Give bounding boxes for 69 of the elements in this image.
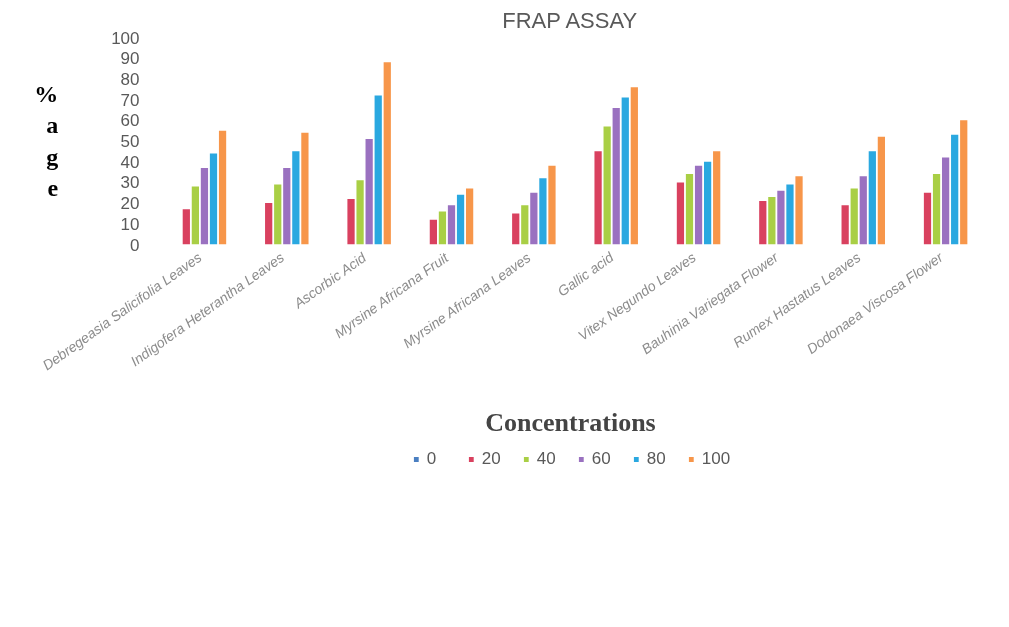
bar <box>512 213 520 245</box>
bar <box>292 151 300 245</box>
bar <box>621 97 629 245</box>
bar <box>283 167 291 245</box>
bar <box>447 205 456 245</box>
bar <box>456 194 465 245</box>
bar <box>465 188 474 245</box>
bar <box>951 134 959 245</box>
x-axis-title: Concentrations <box>485 407 656 437</box>
bar <box>539 178 547 245</box>
y-tick-label: 0 <box>130 235 140 255</box>
y-tick-label: 80 <box>120 69 140 89</box>
bar <box>960 120 968 245</box>
y-tick-label: 50 <box>120 132 140 151</box>
bar <box>301 132 309 245</box>
bar <box>676 182 685 245</box>
y-axis-title: %age <box>34 81 59 201</box>
y-tick-label: 70 <box>120 90 140 110</box>
bar <box>841 205 849 245</box>
bar <box>218 130 227 245</box>
legend-label: 20 <box>481 449 502 469</box>
bar <box>868 151 876 245</box>
y-tick-label: 90 <box>120 49 140 69</box>
bar <box>274 184 282 245</box>
bar <box>703 161 712 245</box>
bar <box>594 151 602 245</box>
bar <box>713 151 721 245</box>
bar <box>759 201 767 245</box>
bar <box>630 87 638 245</box>
y-tick-label: 40 <box>120 152 140 172</box>
y-tick-label: 30 <box>120 173 140 193</box>
bar <box>191 186 200 245</box>
y-tick-label: 100 <box>111 28 140 48</box>
bar <box>795 176 803 245</box>
bar <box>603 126 611 245</box>
bar <box>877 136 886 245</box>
bar <box>932 174 941 245</box>
y-tick-label: 10 <box>120 214 140 234</box>
bar <box>694 165 703 245</box>
legend-label: 60 <box>591 449 612 469</box>
bar <box>265 203 273 245</box>
bar <box>365 138 373 245</box>
bar <box>383 62 391 245</box>
bar <box>347 198 355 245</box>
legend-label: 40 <box>536 449 557 469</box>
bar <box>941 157 950 245</box>
bar <box>786 184 794 245</box>
bar <box>530 192 538 245</box>
bar <box>429 219 438 245</box>
legend-label: 100 <box>701 449 731 469</box>
legend-label: 80 <box>646 449 667 469</box>
bar <box>356 180 364 245</box>
bar <box>612 107 620 245</box>
bar <box>182 209 190 245</box>
bar <box>685 174 694 245</box>
bar <box>777 190 785 245</box>
bar <box>438 211 447 245</box>
bar <box>200 167 209 245</box>
bar <box>209 153 218 245</box>
bar <box>850 188 858 245</box>
y-tick-label: 60 <box>120 111 140 131</box>
legend-label: 0 <box>426 449 438 469</box>
chart-title: FRAP ASSAY <box>502 7 638 33</box>
bar <box>548 165 556 245</box>
bar <box>374 95 382 245</box>
bar <box>521 205 529 245</box>
bar <box>859 176 867 245</box>
y-tick-label: 20 <box>120 194 140 214</box>
bar <box>768 196 776 245</box>
